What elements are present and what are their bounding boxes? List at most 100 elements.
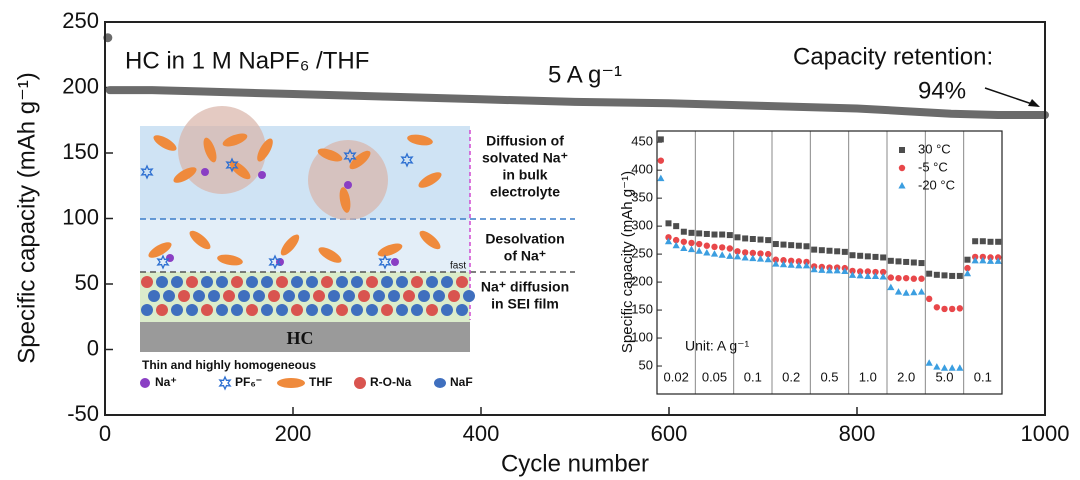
data-point bbox=[895, 274, 902, 282]
data-point bbox=[680, 238, 688, 245]
data-point bbox=[695, 247, 703, 254]
fast-label: fast bbox=[450, 261, 466, 272]
thf-molecule bbox=[318, 247, 342, 263]
data-point bbox=[857, 252, 864, 259]
data-point bbox=[933, 363, 941, 370]
data-point bbox=[918, 275, 925, 282]
data-point bbox=[672, 241, 680, 249]
thf-molecule bbox=[349, 150, 371, 170]
data-point bbox=[749, 249, 757, 257]
naf-particle bbox=[351, 304, 363, 316]
layer-label: electrolyte bbox=[490, 184, 560, 200]
data-point bbox=[895, 258, 902, 265]
data-point bbox=[887, 274, 895, 281]
annotation: Unit: A g⁻¹ bbox=[685, 338, 750, 354]
thf-molecule bbox=[153, 135, 177, 151]
data-point bbox=[856, 268, 864, 275]
thf-molecule bbox=[317, 148, 343, 162]
naf-particle bbox=[276, 304, 288, 316]
legend-label: PF₆⁻ bbox=[235, 375, 262, 389]
x-tick-label: 600 bbox=[651, 421, 688, 446]
data-point bbox=[834, 248, 841, 255]
data-point bbox=[718, 251, 726, 258]
layer-label: Na⁺ diffusion bbox=[481, 279, 569, 295]
legend-label: -5 °C bbox=[918, 159, 948, 174]
thf-molecule bbox=[419, 230, 441, 250]
data-point bbox=[687, 245, 696, 253]
data-point bbox=[933, 304, 941, 311]
desolvation-layer bbox=[140, 219, 470, 272]
pf6-ion bbox=[378, 254, 392, 270]
y-tick-label: 150 bbox=[631, 302, 653, 317]
data-point bbox=[772, 256, 780, 263]
data-point bbox=[887, 257, 894, 264]
data-point bbox=[726, 245, 734, 252]
ron-particle bbox=[403, 290, 415, 302]
pf6-ion bbox=[156, 254, 170, 270]
naf-particle bbox=[373, 290, 385, 302]
naf-particle bbox=[381, 276, 393, 288]
chart-title: HC in 1 M NaPF₆ /THF bbox=[125, 47, 369, 74]
data-point bbox=[963, 269, 972, 277]
data-point bbox=[780, 257, 787, 264]
naf-particle bbox=[298, 290, 310, 302]
x-tick-label: 1000 bbox=[1021, 421, 1070, 446]
legend-icon bbox=[218, 375, 232, 391]
naf-particle bbox=[426, 276, 438, 288]
ron-particle bbox=[313, 290, 325, 302]
data-point bbox=[849, 267, 856, 275]
data-point bbox=[941, 305, 948, 313]
x-tick-label: 200 bbox=[275, 421, 312, 446]
y-tick-label: 300 bbox=[631, 218, 653, 233]
data-point bbox=[972, 238, 979, 245]
y-tick-label: 150 bbox=[62, 139, 99, 164]
pf6-ion bbox=[225, 157, 239, 173]
ron-particle bbox=[246, 304, 258, 316]
segment-label: 0.1 bbox=[974, 369, 992, 384]
naf-particle bbox=[321, 304, 333, 316]
y-tick-label: 350 bbox=[631, 190, 653, 205]
data-point bbox=[995, 238, 1002, 245]
segment-label: 0.5 bbox=[820, 369, 838, 384]
ron-particle bbox=[291, 304, 303, 316]
legend-marker bbox=[899, 147, 905, 153]
x-tick-label: 800 bbox=[839, 421, 876, 446]
data-point bbox=[757, 250, 764, 257]
data-point bbox=[772, 241, 779, 248]
data-point bbox=[711, 231, 718, 238]
data-point bbox=[971, 256, 979, 264]
naf-particle bbox=[388, 290, 400, 302]
naf-particle bbox=[396, 304, 408, 316]
legend-label: R-O-Na bbox=[370, 375, 412, 389]
data-point bbox=[841, 248, 848, 255]
naf-particle bbox=[291, 276, 303, 288]
thf-molecule bbox=[203, 137, 217, 163]
naf-particle bbox=[238, 290, 250, 302]
thf-molecule bbox=[222, 133, 248, 147]
y-axis-label: Specific capacity (mAh g⁻¹) bbox=[619, 171, 636, 353]
data-point bbox=[710, 250, 719, 257]
naf-particle bbox=[306, 304, 318, 316]
data-point bbox=[733, 252, 742, 260]
thf-molecule bbox=[418, 172, 442, 188]
data-point bbox=[879, 273, 887, 280]
data-point bbox=[910, 288, 918, 296]
naf-particle bbox=[253, 290, 265, 302]
data-point bbox=[741, 254, 749, 261]
naf-particle bbox=[418, 290, 430, 302]
ron-particle bbox=[366, 276, 378, 288]
naf-particle bbox=[156, 276, 168, 288]
segment-label: 5.0 bbox=[935, 369, 953, 384]
data-point bbox=[657, 174, 665, 182]
na-ion bbox=[258, 171, 266, 179]
data-point bbox=[657, 157, 665, 164]
data-point bbox=[948, 305, 956, 313]
segment-label: 0.2 bbox=[782, 369, 800, 384]
thf-molecule bbox=[148, 242, 172, 258]
naf-particle bbox=[463, 290, 475, 302]
ron-particle bbox=[276, 276, 288, 288]
naf-particle bbox=[456, 304, 468, 316]
layer-label: solvated Na⁺ bbox=[482, 150, 568, 166]
y-tick-label: 0 bbox=[87, 335, 99, 360]
